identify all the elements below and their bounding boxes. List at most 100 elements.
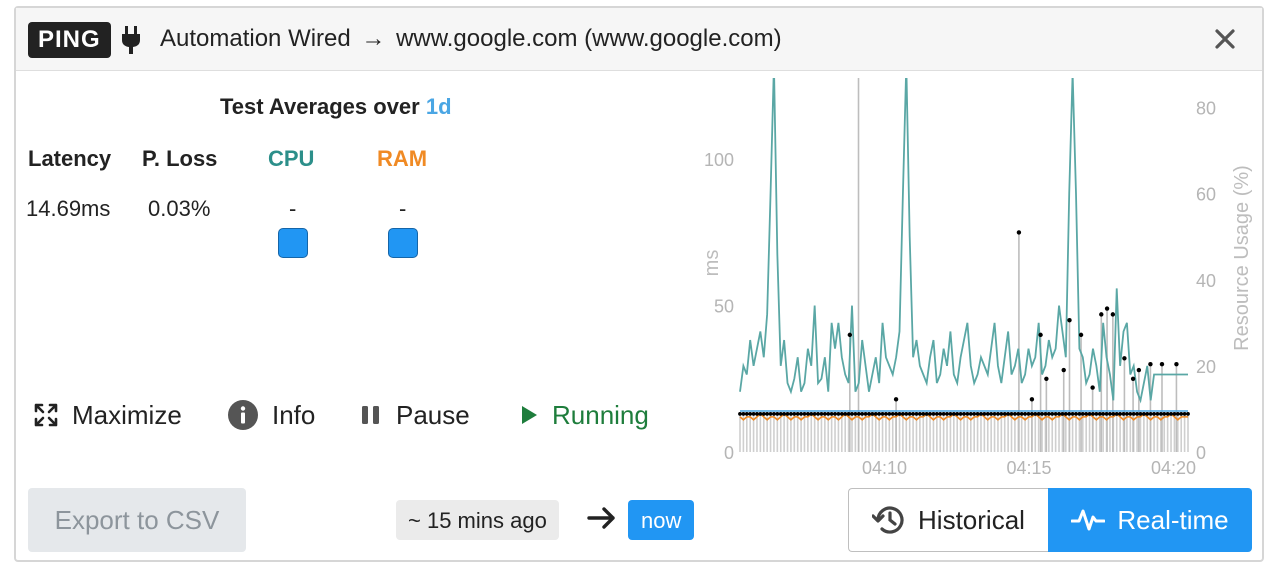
latency-point	[884, 412, 888, 416]
latency-point	[1158, 412, 1163, 416]
cpu-color-swatch[interactable]	[278, 228, 308, 258]
latency-point	[989, 412, 994, 416]
latency-point	[1175, 412, 1180, 416]
latency-point	[819, 412, 824, 416]
latency-spike-point	[1067, 318, 1072, 323]
y2-tick-label: 60	[1196, 185, 1216, 205]
latency-point	[1155, 412, 1160, 416]
latency-point	[1148, 412, 1153, 416]
latency-point	[1162, 412, 1167, 416]
latency-point	[799, 412, 803, 416]
ram-color-swatch[interactable]	[388, 228, 418, 258]
latency-point	[996, 412, 1000, 416]
latency-point	[1033, 412, 1038, 416]
latency-point	[853, 412, 858, 416]
latency-point	[904, 412, 909, 416]
historical-toggle[interactable]: Historical	[848, 488, 1048, 552]
latency-point	[836, 412, 841, 416]
latency-point	[1169, 412, 1173, 416]
latency-point	[755, 412, 759, 416]
latency-point	[890, 412, 895, 416]
ping-widget: PING Automation Wired → www.google.com (…	[14, 6, 1264, 562]
latency-point	[951, 412, 956, 416]
latency-point	[778, 412, 783, 416]
latency-point	[809, 412, 814, 416]
latency-point	[839, 412, 844, 416]
latency-point	[975, 412, 980, 416]
range-end-now[interactable]: now	[628, 500, 695, 540]
latency-point	[816, 412, 820, 416]
widget-title: Automation Wired → www.google.com (www.g…	[160, 24, 782, 54]
cpu-header: CPU	[268, 146, 315, 171]
latency-point	[775, 412, 780, 416]
latency-point	[945, 412, 949, 416]
latency-point	[1121, 412, 1126, 416]
latency-point	[785, 412, 790, 416]
latency-point	[958, 412, 963, 416]
latency-point	[901, 412, 905, 416]
latency-point	[1087, 412, 1092, 416]
source-name: Automation Wired	[160, 25, 351, 52]
latency-point	[965, 412, 970, 416]
latency-point	[1046, 412, 1051, 416]
latency-point	[1029, 412, 1034, 416]
latency-spike-point	[1090, 385, 1095, 390]
latency-spike-point	[1016, 230, 1022, 235]
latency-point	[907, 412, 912, 416]
latency-point	[972, 412, 977, 416]
latency-point	[887, 412, 892, 416]
info-button[interactable]: Info	[228, 398, 315, 432]
latency-point	[982, 412, 987, 416]
latency-point	[1111, 412, 1116, 416]
y2-tick-label: 40	[1196, 271, 1216, 291]
latency-point	[1101, 412, 1106, 416]
latency-point	[860, 412, 865, 416]
latency-point	[768, 412, 773, 416]
latency-point	[870, 412, 875, 416]
ram-value: -	[399, 196, 407, 221]
latency-point	[1050, 412, 1055, 416]
y-tick-label: 0	[724, 443, 734, 463]
latency-spike-point	[893, 397, 899, 402]
latency-point	[992, 412, 997, 416]
latency-point	[812, 412, 817, 416]
cpu-value: -	[289, 196, 297, 221]
realtime-toggle[interactable]: Real-time	[1048, 488, 1252, 552]
latency-spike-point	[1038, 332, 1043, 338]
latency-point	[1084, 412, 1089, 416]
export-csv-button[interactable]: Export to CSV	[28, 488, 246, 552]
latency-point	[772, 412, 776, 416]
latency-point	[1172, 412, 1177, 416]
latency-point	[1104, 412, 1109, 416]
latency-value: 14.69ms	[26, 196, 111, 221]
latency-point	[1053, 412, 1058, 416]
loss-value: 0.03%	[148, 196, 211, 221]
latency-point	[1043, 412, 1048, 416]
loss-header: P. Loss	[142, 146, 218, 171]
close-icon[interactable]	[1210, 24, 1240, 54]
latency-spike-point	[1148, 361, 1153, 367]
latency-spike-point	[1174, 361, 1179, 367]
latency-point	[911, 412, 915, 416]
latency-point	[931, 412, 936, 416]
latency-point	[863, 412, 868, 416]
latency-point	[894, 412, 899, 416]
latency-point	[928, 412, 932, 416]
pause-button[interactable]: Pause	[360, 398, 470, 432]
plug-icon	[122, 26, 140, 54]
y-axis-label: ms	[701, 250, 723, 277]
latency-point	[938, 412, 943, 416]
latency-point	[873, 412, 878, 416]
latency-point	[1186, 412, 1190, 416]
latency-point	[741, 412, 746, 416]
history-icon	[872, 506, 904, 534]
latency-point	[1077, 412, 1082, 416]
latency-point	[822, 412, 827, 416]
latency-point	[805, 412, 810, 416]
latency-point	[829, 412, 834, 416]
latency-point	[962, 412, 966, 416]
latency-point	[1165, 412, 1170, 416]
latency-point	[744, 412, 749, 416]
latency-point	[1013, 412, 1017, 416]
maximize-button[interactable]: Maximize	[34, 398, 182, 432]
